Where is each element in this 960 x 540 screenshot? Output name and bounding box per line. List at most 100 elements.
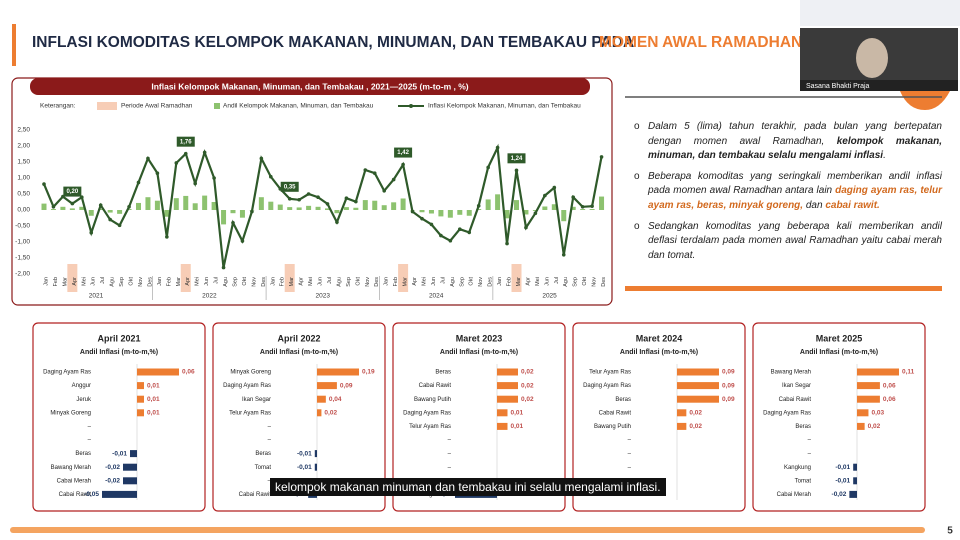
line-point bbox=[363, 168, 368, 172]
bar bbox=[677, 422, 687, 430]
row-label: Tomat bbox=[255, 465, 272, 471]
x-tick-label: Jun bbox=[91, 277, 97, 286]
line-point bbox=[183, 151, 188, 156]
line-point bbox=[316, 195, 320, 199]
year-label: 2021 bbox=[89, 293, 104, 300]
bar bbox=[130, 450, 137, 458]
bar bbox=[457, 210, 463, 215]
x-tick-label: Apr bbox=[72, 277, 78, 286]
note: Dalam 5 (lima) tahun terakhir, pada bula… bbox=[630, 120, 942, 164]
x-tick-label: Sep bbox=[459, 277, 465, 287]
row-label: Cabai Rawit bbox=[419, 383, 452, 389]
bar bbox=[570, 206, 576, 210]
x-tick-label: Jun bbox=[318, 277, 324, 286]
bar bbox=[145, 197, 151, 210]
value-label: 0,02 bbox=[689, 423, 702, 430]
bar bbox=[497, 395, 518, 403]
line-point bbox=[599, 155, 604, 159]
legend-swatch bbox=[97, 102, 117, 110]
row-label: – bbox=[448, 465, 452, 471]
bar bbox=[466, 210, 472, 216]
x-tick-label: Mar bbox=[176, 277, 182, 287]
row-label: – bbox=[268, 424, 272, 430]
line-point bbox=[108, 217, 112, 222]
bar bbox=[849, 490, 857, 498]
bar bbox=[137, 395, 144, 403]
panel-subtitle: Andil Inflasi (m-to-m,%) bbox=[260, 349, 338, 356]
line-point bbox=[382, 189, 387, 193]
line-point bbox=[354, 199, 358, 204]
line-point bbox=[259, 156, 264, 161]
bar bbox=[677, 395, 719, 403]
value-label: -0,01 bbox=[297, 450, 312, 457]
value-label: 0,09 bbox=[722, 382, 735, 389]
x-tick-label: Okt bbox=[242, 277, 248, 286]
bar bbox=[334, 210, 340, 214]
note-text: Beberapa komoditas yang seringkali membe… bbox=[648, 170, 942, 197]
x-tick-label: Mei bbox=[308, 277, 314, 286]
line-point bbox=[136, 180, 141, 185]
line-point bbox=[165, 235, 169, 239]
bar bbox=[857, 368, 899, 376]
note: Sedangkan komoditas yang beberapa kali m… bbox=[630, 220, 942, 264]
bar bbox=[447, 210, 453, 218]
bar bbox=[239, 210, 245, 218]
line-point bbox=[552, 185, 557, 190]
panel-frame bbox=[212, 322, 386, 512]
bar bbox=[183, 195, 189, 210]
bar bbox=[317, 382, 337, 390]
divider bbox=[625, 286, 942, 291]
data-label-bg bbox=[507, 153, 526, 164]
row-label: Daging Ayam Ras bbox=[763, 410, 811, 416]
x-tick-label: Agu bbox=[450, 277, 456, 287]
x-tick-label: Apr bbox=[525, 277, 531, 286]
data-label: 0,35 bbox=[284, 184, 296, 190]
bar bbox=[211, 202, 217, 210]
y-tick-label: 1,50 bbox=[17, 159, 30, 166]
bar bbox=[315, 206, 321, 210]
bar bbox=[428, 210, 434, 214]
value-label: 0,02 bbox=[521, 396, 534, 403]
x-tick-label: Nov bbox=[251, 277, 257, 287]
x-tick-label: Jan bbox=[384, 277, 390, 286]
bar bbox=[497, 409, 508, 417]
panel-frame bbox=[572, 322, 746, 512]
bar bbox=[325, 208, 330, 210]
panel-title: Maret 2025 bbox=[816, 333, 863, 343]
row-label: Telur Ayam Ras bbox=[589, 370, 631, 376]
row-label: Bawang Putih bbox=[594, 424, 631, 430]
panel-subtitle: Andil Inflasi (m-to-m,%) bbox=[800, 349, 878, 356]
caption: kelompok makanan minuman dan tembakau in… bbox=[270, 478, 666, 496]
y-tick-label: 0,00 bbox=[17, 207, 30, 214]
value-label: 0,01 bbox=[147, 396, 160, 403]
x-tick-label: Nov bbox=[592, 277, 598, 287]
value-label: 0,09 bbox=[722, 369, 735, 376]
bar bbox=[268, 201, 274, 210]
row-label: Beras bbox=[255, 451, 271, 457]
row-label: – bbox=[88, 438, 92, 444]
bar bbox=[589, 209, 595, 210]
x-tick-label: Feb bbox=[53, 277, 59, 286]
note-text: daging ayam ras, telur ayam ras, beras, … bbox=[648, 185, 942, 211]
line-point bbox=[297, 197, 301, 202]
background-slide bbox=[800, 0, 960, 26]
row-label: Cabai Merah bbox=[777, 492, 811, 498]
bar bbox=[372, 200, 378, 210]
bar bbox=[362, 200, 368, 210]
line-point bbox=[202, 150, 207, 155]
bar bbox=[258, 197, 264, 210]
x-tick-label: Sep bbox=[232, 277, 238, 287]
x-tick-label: Agu bbox=[336, 277, 342, 287]
bar bbox=[438, 210, 444, 217]
bar bbox=[173, 198, 179, 210]
value-label: 0,03 bbox=[871, 410, 884, 417]
panel-frame bbox=[752, 322, 926, 512]
year-label: 2024 bbox=[429, 293, 444, 300]
row-label: Daging Ayam Ras bbox=[403, 410, 451, 416]
bar bbox=[381, 205, 387, 210]
line-point bbox=[155, 171, 160, 175]
panel-title: April 2021 bbox=[97, 333, 140, 343]
title: INFLASI KOMODITAS KELOMPOK MAKANAN, MINU… bbox=[32, 34, 634, 51]
value-label: -0,05 bbox=[84, 491, 99, 498]
